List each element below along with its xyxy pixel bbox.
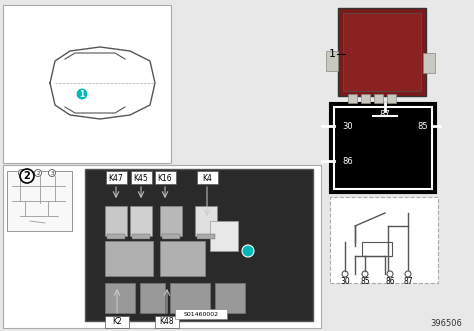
Bar <box>374 94 383 103</box>
Bar <box>195 206 217 236</box>
Circle shape <box>405 271 411 277</box>
Bar <box>130 206 152 236</box>
Bar <box>197 171 218 184</box>
Bar <box>423 53 435 73</box>
Bar <box>170 283 210 313</box>
Bar <box>160 241 205 276</box>
Text: S01460002: S01460002 <box>183 311 219 316</box>
Text: 30: 30 <box>340 276 350 286</box>
Circle shape <box>76 88 88 100</box>
Bar <box>160 206 182 236</box>
Bar <box>330 103 436 193</box>
Bar <box>210 221 238 251</box>
Text: K2: K2 <box>112 317 122 326</box>
Bar <box>215 283 245 313</box>
Text: 86: 86 <box>385 276 395 286</box>
Bar <box>107 234 125 239</box>
Bar <box>7 171 72 231</box>
Bar <box>155 316 179 328</box>
Circle shape <box>242 245 254 257</box>
Bar <box>338 8 426 96</box>
Bar <box>3 5 171 163</box>
Text: 30: 30 <box>342 121 353 130</box>
Bar <box>155 171 176 184</box>
Bar <box>85 169 313 321</box>
Bar <box>326 51 338 71</box>
Text: 87: 87 <box>403 276 413 286</box>
Text: K4: K4 <box>202 173 212 182</box>
Bar <box>105 206 127 236</box>
Text: K47: K47 <box>109 173 123 182</box>
Text: 2: 2 <box>36 170 40 175</box>
Bar <box>132 234 150 239</box>
Bar <box>140 283 165 313</box>
Circle shape <box>35 169 42 176</box>
Bar <box>131 171 152 184</box>
Bar <box>106 171 127 184</box>
Text: 1: 1 <box>79 89 85 99</box>
Circle shape <box>387 271 393 277</box>
Text: K48: K48 <box>160 317 174 326</box>
Circle shape <box>18 169 26 176</box>
Text: 85: 85 <box>360 276 370 286</box>
Bar <box>330 197 438 283</box>
Bar <box>105 241 153 276</box>
Bar <box>105 283 135 313</box>
Bar <box>348 94 357 103</box>
Text: K45: K45 <box>134 173 148 182</box>
Bar <box>362 242 392 256</box>
Bar <box>334 107 432 189</box>
Circle shape <box>342 271 348 277</box>
Text: 85: 85 <box>418 121 428 130</box>
Circle shape <box>362 271 368 277</box>
Text: 1: 1 <box>20 170 24 175</box>
Circle shape <box>48 169 55 176</box>
Text: 3: 3 <box>50 170 54 175</box>
Bar <box>387 94 396 103</box>
Text: 396506: 396506 <box>430 318 462 327</box>
Text: 87: 87 <box>380 110 391 118</box>
Text: 1: 1 <box>328 49 336 59</box>
Circle shape <box>20 169 34 183</box>
Text: 1: 1 <box>246 247 251 256</box>
Text: K16: K16 <box>158 173 173 182</box>
Bar <box>3 165 321 328</box>
Bar <box>197 234 215 239</box>
Bar <box>343 13 421 91</box>
Text: 86: 86 <box>342 157 353 166</box>
Text: 2: 2 <box>24 171 30 181</box>
Bar <box>105 316 129 328</box>
Bar <box>162 234 180 239</box>
Bar <box>175 309 227 319</box>
Bar <box>361 94 370 103</box>
